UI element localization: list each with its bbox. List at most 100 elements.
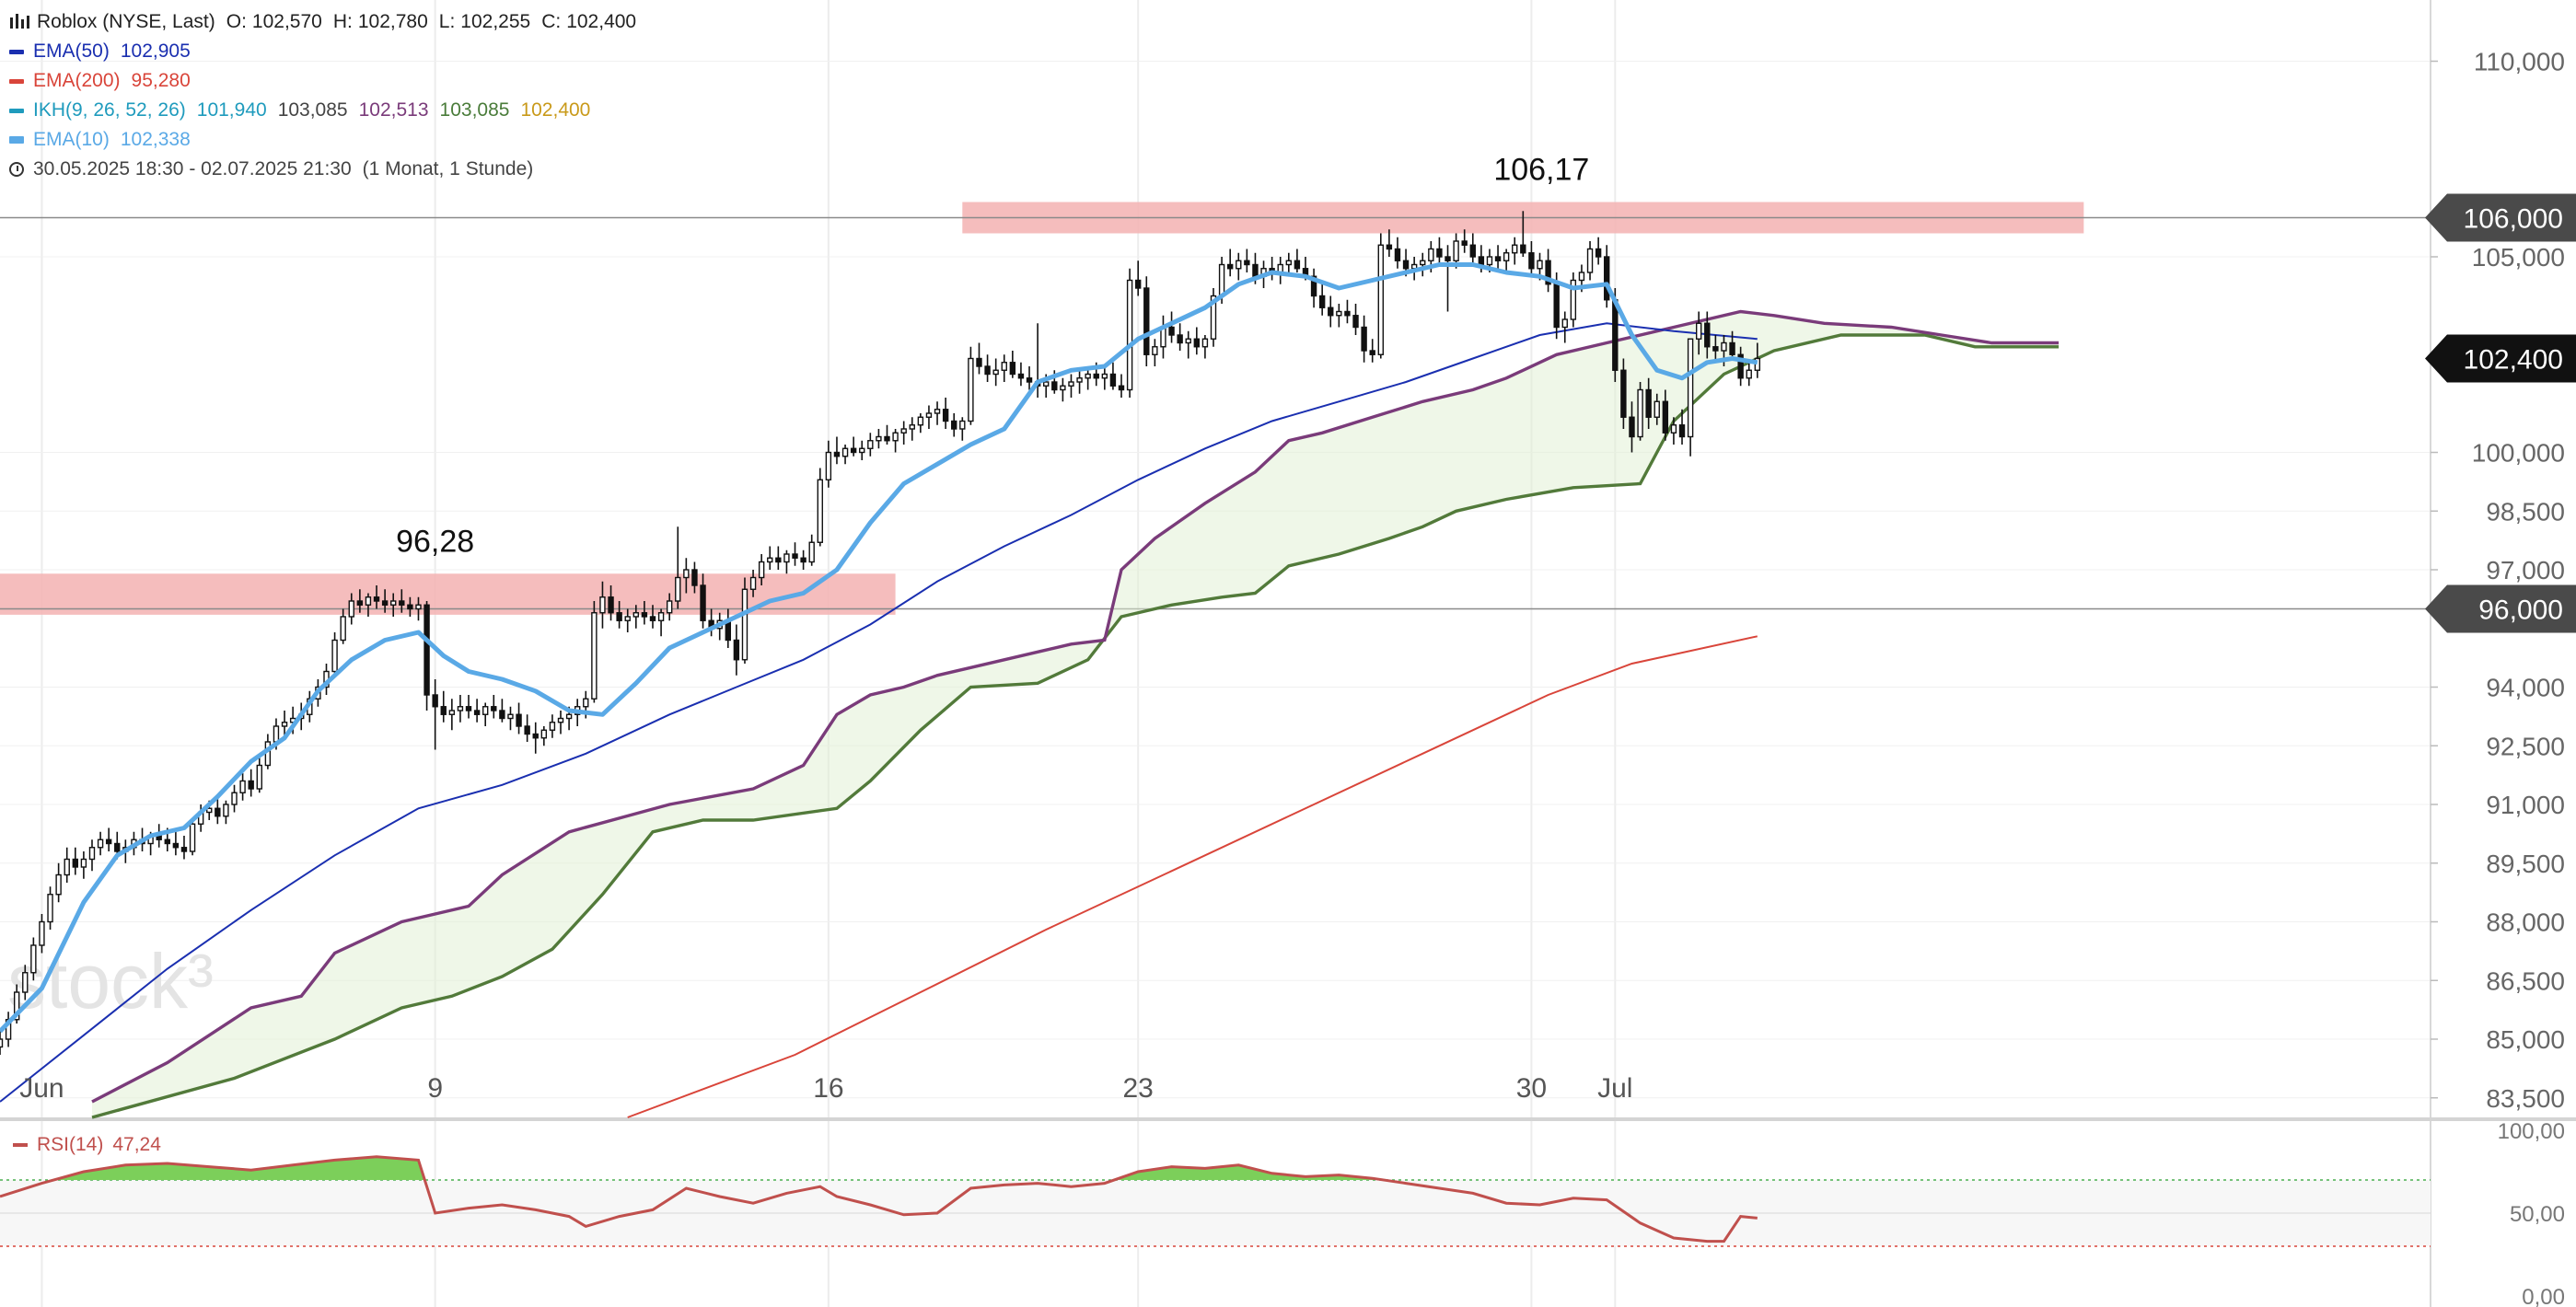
price-marker-tag (2425, 193, 2576, 242)
candle-body-up (934, 409, 941, 414)
candle (959, 417, 966, 441)
candle (1704, 311, 1711, 359)
candle (1236, 252, 1242, 281)
open-value: 102,570 (251, 11, 322, 32)
candle-body-down (1494, 256, 1502, 261)
period-range: 30.05.2025 18:30 - 02.07.2025 21:30 (33, 158, 352, 179)
candle-body-up (959, 420, 966, 430)
candle (1461, 229, 1468, 253)
candle (1134, 260, 1142, 296)
watermark: stock³ (7, 938, 214, 1024)
candle (223, 800, 229, 825)
candle-body-up (1486, 256, 1493, 266)
candle-body-down (700, 584, 706, 621)
candle (1352, 304, 1359, 335)
legend-value: 101,940 (196, 99, 267, 121)
candle-body-up (39, 920, 45, 946)
price-tick-label: 94,000 (2486, 674, 2565, 702)
candle-body-up (1570, 279, 1577, 320)
candle-body-down (532, 733, 539, 739)
price-marker-label: 106,000 (2464, 204, 2563, 235)
candle (1696, 311, 1702, 355)
candle-body-down (1143, 287, 1150, 355)
legend-label: EMA(50) (33, 40, 110, 62)
candle-body-up (47, 894, 53, 923)
candle (381, 589, 389, 613)
candle (783, 549, 790, 574)
candle (925, 405, 933, 429)
candle (39, 914, 45, 954)
candle-body-up (22, 972, 29, 993)
price-tick-label: 110,000 (2474, 48, 2565, 76)
candle-body-down (1520, 244, 1526, 254)
candle (968, 346, 974, 425)
price-tick-label: 88,000 (2486, 908, 2565, 937)
time-tick-label: 9 (427, 1073, 443, 1104)
candle (1377, 233, 1384, 359)
candle (1645, 377, 1652, 429)
rsi-line (0, 1155, 1758, 1243)
candle-body-up (583, 698, 589, 708)
rsi-value: 47,24 (112, 1134, 161, 1155)
candle (172, 831, 180, 856)
candle-body-down (1134, 279, 1142, 289)
candle (549, 714, 556, 738)
candle (1344, 299, 1351, 324)
candle-body-down (499, 710, 505, 720)
candle (72, 847, 79, 875)
candle-body-down (976, 357, 982, 367)
candle (608, 585, 614, 621)
legend-swatch (9, 136, 24, 144)
rsi-tick-label: 50,00 (2510, 1202, 2565, 1227)
candle (792, 542, 798, 566)
price-annotations: 106,17 96,28 (396, 152, 1589, 559)
candle-body-down (800, 557, 806, 563)
legend-value: 102,338 (120, 129, 191, 150)
legend-item: EMA(200) 95,280 (9, 66, 636, 96)
candle-body-down (432, 694, 438, 708)
candle (632, 605, 640, 629)
clock-icon (9, 162, 24, 177)
candle-body-up (507, 713, 514, 720)
candle (616, 601, 622, 629)
price-tick-label: 105,000 (2472, 243, 2565, 272)
candle-body-up (97, 839, 104, 849)
price-tick-label: 92,500 (2486, 732, 2565, 760)
candle (733, 624, 740, 676)
candle-body-up (1236, 260, 1242, 270)
candle (1226, 249, 1234, 277)
high-value: 102,780 (357, 11, 428, 32)
candle (1143, 276, 1150, 366)
legend-value: 103,085 (277, 99, 348, 121)
legend-label: IKH(9, 26, 52, 26) (33, 99, 186, 121)
candle (1394, 237, 1401, 269)
candle (1712, 335, 1719, 363)
candle (281, 711, 288, 738)
candle-body-up (624, 616, 631, 621)
candle (1336, 304, 1342, 328)
candle (248, 769, 254, 797)
price-marker: 102,400 (2425, 334, 2576, 383)
candle-body-up (1420, 260, 1426, 266)
resistance-zones (0, 202, 2084, 615)
low-label: L: (438, 11, 456, 32)
candle-body-down (1310, 275, 1317, 297)
candle-body-down (1344, 310, 1351, 317)
candle-body-down (1604, 256, 1610, 301)
candle-body-down (1294, 260, 1301, 270)
candle-body-up (1185, 338, 1191, 344)
candle-body-up (1101, 373, 1108, 379)
candle-body-down (373, 596, 380, 602)
indicator-lines (0, 322, 1758, 1118)
candle-body-down (850, 447, 857, 454)
price-marker-label: 96,000 (2478, 596, 2563, 626)
candle-body-down (1436, 248, 1443, 258)
candle-body-up (1085, 373, 1091, 379)
close-value: 102,400 (566, 11, 637, 32)
candle-body-up (1746, 369, 1752, 379)
candle (1294, 249, 1301, 272)
candle-body-up (348, 600, 354, 618)
candle (984, 354, 991, 382)
candle (1244, 249, 1250, 272)
